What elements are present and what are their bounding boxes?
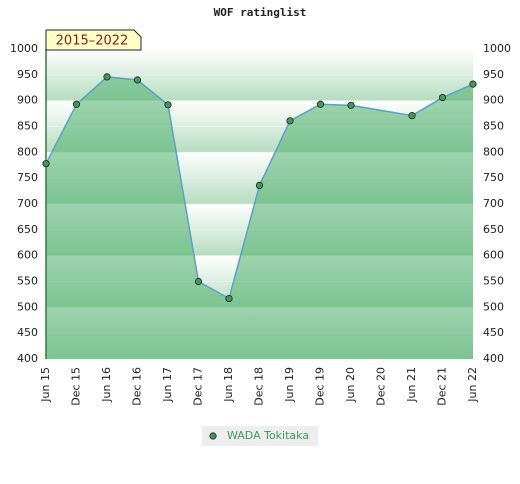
- y-tick-label: 400: [17, 352, 38, 365]
- x-tick-label: Jun 22: [466, 367, 479, 403]
- y-tick-label: 650: [17, 223, 38, 236]
- y-tick-label: 700: [17, 197, 38, 210]
- point: [316, 100, 325, 108]
- y-tick-label: 1000: [10, 42, 38, 55]
- x-tick-label: Jun 16: [100, 367, 113, 403]
- y2-tick-label: 1000: [483, 42, 511, 55]
- y2-tick-label: 950: [483, 68, 504, 81]
- point: [438, 93, 447, 102]
- annotation: 2015–2022: [56, 34, 129, 49]
- y-tick-label: 750: [17, 171, 38, 184]
- y2-tick-label: 500: [483, 300, 504, 313]
- y2-tick-label: 450: [483, 326, 504, 339]
- y2-tick-label: 650: [483, 223, 504, 236]
- point: [255, 181, 264, 189]
- y2-tick-label: 750: [483, 171, 504, 184]
- y-tick-label: 500: [17, 300, 38, 313]
- y2-tick-label: 900: [483, 94, 504, 107]
- point: [103, 73, 111, 81]
- x-tick-label: Dec 17: [192, 367, 205, 406]
- y2-tick-label: 400: [483, 352, 504, 365]
- x-tick-label: Dec 19: [314, 367, 327, 406]
- x-tick-label: Jun 19: [283, 367, 296, 403]
- x-tick-label: Dec 16: [131, 367, 144, 406]
- y2-tick-label: 550: [483, 275, 504, 288]
- point: [408, 112, 416, 120]
- x-tick-label: Dec 21: [436, 367, 449, 406]
- y-tick-label: 550: [17, 275, 38, 288]
- x-tick-label: Jun 17: [161, 367, 174, 403]
- point: [469, 80, 477, 88]
- point: [72, 100, 81, 108]
- point: [194, 277, 203, 286]
- y-tick-label: 800: [17, 145, 38, 158]
- y2-tick-label: 600: [483, 249, 504, 262]
- x-tick-label: Dec 20: [375, 367, 388, 406]
- point: [42, 160, 50, 168]
- x-tick-label: Dec 18: [253, 367, 266, 406]
- x-tick-label: Jun 20: [344, 367, 357, 403]
- y-tick-label: 850: [17, 120, 38, 133]
- area: [46, 76, 473, 360]
- point: [286, 117, 294, 125]
- y-tick-label: 450: [17, 326, 38, 339]
- point: [164, 101, 172, 109]
- x-tick-label: Jun 21: [405, 367, 418, 403]
- point: [225, 294, 233, 303]
- y2-tick-label: 800: [483, 145, 504, 158]
- point: [133, 76, 142, 84]
- y2-tick-label: 850: [483, 120, 504, 133]
- x-tick-label: Dec 15: [70, 367, 83, 406]
- line: [45, 76, 474, 300]
- y2-tick-label: 700: [483, 197, 504, 210]
- y-tick-label: 600: [17, 249, 38, 262]
- annotation-box: [45, 29, 142, 51]
- legend: [202, 426, 318, 446]
- y-tick-label: 900: [17, 94, 38, 107]
- x-tick-label: Jun 18: [222, 367, 235, 403]
- y-tick-label: 950: [17, 68, 38, 81]
- legend-label: WADA Tokitaka: [227, 429, 309, 442]
- point: [347, 101, 355, 109]
- chart-title: WOF ratinglist: [214, 6, 307, 19]
- legend-marker: [209, 432, 217, 440]
- x-tick-label: Jun 15: [39, 367, 52, 403]
